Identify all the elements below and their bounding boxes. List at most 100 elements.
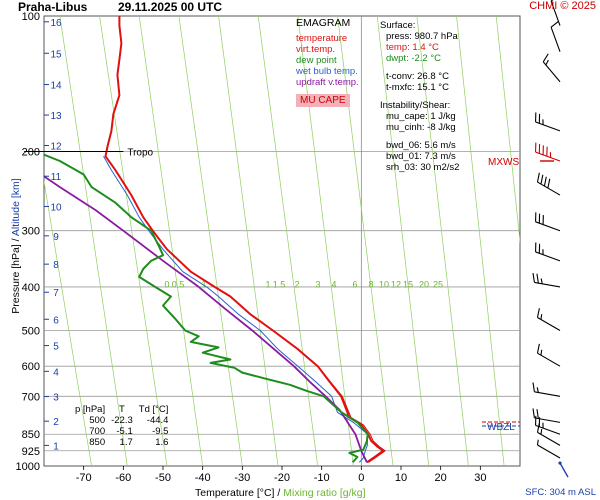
station-name: Praha-Libus: [18, 0, 88, 14]
mixing-ratio-label: 12: [391, 279, 401, 289]
tconv-value: t-conv: 26.8 °C: [386, 71, 449, 82]
surface-press: press: 980.7 hPa: [386, 31, 458, 42]
wind-barb-half-feather: [545, 59, 549, 66]
wind-barb-staff: [535, 151, 561, 162]
temperature-tick-label: -30: [234, 472, 250, 484]
wind-barb-half-feather: [536, 387, 539, 393]
wind-barb-staff: [534, 281, 561, 288]
dewpoint-curve: [44, 153, 369, 463]
wind-barb-staff: [535, 121, 561, 132]
mixing-ratio-label: 4: [331, 279, 336, 289]
mu-cinh-value: mu_cinh: -8 J/kg: [386, 122, 456, 133]
x-axis-label-temp: Temperature [°C]: [195, 487, 275, 499]
srh-03-value: srh_03: 30 m2/s2: [386, 162, 460, 173]
series-layer: [44, 16, 386, 464]
altitude-tick-label: 1: [53, 441, 59, 452]
wind-barb: [532, 382, 561, 397]
bwd-06-value: bwd_06: 5.6 m/s: [386, 140, 456, 151]
mixing-ratio-label: 25: [433, 279, 443, 289]
mixing-ratio-label: 0: [164, 279, 169, 289]
altitude-tick-label: 14: [50, 81, 62, 92]
wind-barb: [542, 53, 561, 83]
temperature-tick-label: -60: [115, 472, 131, 484]
wind-barb-staff: [537, 444, 561, 459]
wind-barb-half-feather: [540, 314, 543, 320]
mixing-ratio-layer: 0 0.5 1 1 1.5 2 3 4 6 8 10 12 15 20 25: [44, 16, 580, 466]
altitude-tick-label: 12: [50, 142, 62, 153]
table-cell: 1.6: [155, 437, 169, 448]
mixing-ratio-line: [59, 16, 128, 466]
table-cell: -44.4: [146, 415, 169, 426]
wind-barb-staff: [537, 431, 561, 446]
mixing-ratio-line: [337, 16, 394, 466]
wind-barb-staff: [542, 61, 561, 83]
pressure-tick-label: 200: [22, 146, 40, 158]
wind-barb: [536, 308, 561, 332]
wind-barb-feather: [536, 273, 539, 284]
temperature-tick-label: 20: [435, 472, 447, 484]
y-axis-label-pressure: Pressure [hPa]: [10, 244, 22, 314]
mucape-badge: MU CAPE: [296, 94, 350, 107]
table-cell: -9.5: [152, 426, 169, 437]
altitude-tick-label: 10: [50, 202, 62, 213]
wind-barb-feather: [536, 308, 540, 318]
legend: EMAGRAM temperature virt.temp. dew point we…: [296, 18, 380, 107]
temperature-tick-label: -20: [274, 472, 290, 484]
credit-link[interactable]: CHMI © 2025: [529, 0, 596, 12]
y-axis-label-alt: Altitude [km]: [10, 178, 22, 237]
mixing-ratio-label: 1: [201, 279, 206, 289]
surface-dwpt: dwpt: -2.2 °C: [386, 53, 442, 64]
mxws-label: MXWS: [488, 157, 519, 168]
sfc-elevation: SFC: 304 m ASL: [525, 487, 596, 498]
instability-title: Instability/Shear:: [380, 100, 451, 111]
mixing-ratio-line: [536, 16, 580, 466]
x-axis-label-mix: Mixing ratio [g/kg]: [283, 487, 366, 499]
series-curves: [44, 16, 386, 464]
legend-item: dew point: [296, 55, 337, 66]
table-cell: -22.3: [111, 415, 133, 426]
mixing-ratio-line: [218, 16, 279, 466]
wind-barb: [532, 408, 561, 423]
wind-barb-layer: [532, 0, 569, 478]
wind-barb-staff: [537, 181, 561, 196]
legend-item: updraft v.temp.: [296, 77, 359, 88]
temperature-tick-label: 30: [474, 472, 486, 484]
altitude-tick-label: 13: [50, 111, 62, 122]
mixing-ratio-label: 8: [368, 279, 373, 289]
x-axis-label: Temperature [°C] / Mixing ratio [g/kg]: [195, 487, 366, 499]
pressure-tick-label: 300: [22, 226, 40, 238]
table-cell: 500: [89, 415, 106, 426]
wind-barb: [535, 112, 561, 132]
altitude-tick-label: 5: [53, 342, 59, 353]
wind-barb-feather: [536, 343, 540, 354]
wbzl-label: WBZL: [487, 422, 515, 433]
wind-barb-staff: [534, 417, 561, 423]
wind-barb: [536, 343, 561, 367]
wind-barb-feather: [536, 409, 539, 419]
altitude-tick-label: 9: [53, 232, 59, 243]
altitude-tick-label: 3: [53, 393, 59, 404]
wind-barb-feather: [532, 382, 535, 392]
level-table: p [hPa] T Td [°C] 500 -22.3 -44.4 700 -5…: [72, 404, 171, 448]
wind-barb: [550, 20, 561, 52]
level-table-header: T: [119, 404, 125, 415]
wind-barb-staff: [550, 0, 561, 26]
wind-barb: [535, 242, 561, 262]
altitude-tick-label: 16: [50, 18, 62, 29]
mixing-ratio-line: [456, 16, 505, 466]
info-panel: Surface: press: 980.7 hPa temp: 1.4 °C d…: [380, 20, 500, 173]
wind-barb-feather: [543, 176, 547, 187]
wind-barb: [536, 423, 561, 446]
y-axis-label: Pressure [hPa] / Altitude [km]: [10, 146, 22, 346]
level-table-header: p [hPa]: [75, 404, 106, 415]
wind-barb-staff: [537, 317, 561, 332]
legend-item: wet bulb temp.: [296, 66, 358, 77]
mixing-ratio-line: [376, 16, 430, 466]
temperature-tick-label: -50: [155, 472, 171, 484]
sounding-datetime: 29.11.2025 00 UTC: [118, 0, 223, 14]
altitude-tick-label: 15: [50, 49, 62, 60]
altitude-tick-label: 11: [51, 172, 62, 183]
pressure-tick-label: 100: [22, 11, 40, 23]
mixing-ratio-lines: [44, 16, 580, 466]
